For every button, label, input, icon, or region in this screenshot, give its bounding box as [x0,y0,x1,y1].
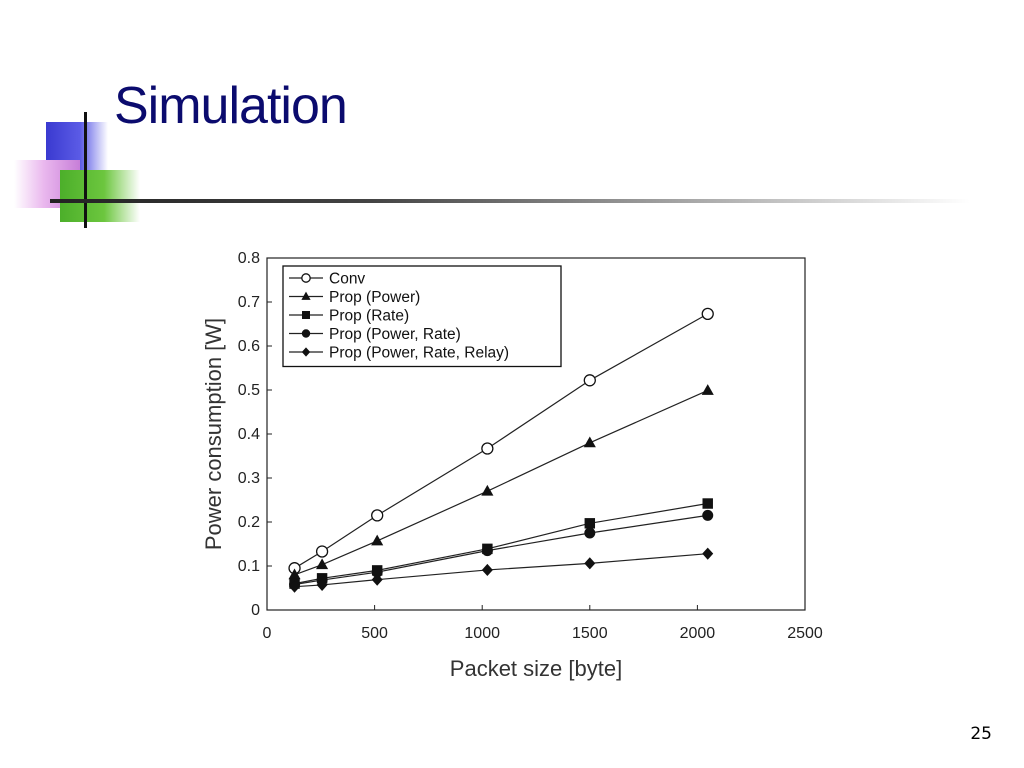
data-point [481,563,493,577]
y-tick-label: 0.4 [238,426,260,443]
data-point [371,534,384,546]
data-point [701,307,714,321]
x-tick-label: 2500 [787,625,823,642]
series-line [294,502,708,585]
data-point [289,580,301,593]
legend-entry: Prop (Power, Rate) [329,326,461,343]
x-tick-label: 500 [361,625,388,642]
data-point [583,436,596,448]
y-tick-label: 0.3 [238,470,260,487]
data-point [316,578,328,591]
y-tick-label: 0.5 [238,382,260,399]
data-point [315,545,329,558]
power-consumption-chart: 0 500 1000 1500 2000 2500 0 0.1 0.2 0.3 0.4 0.5 0.6 0… [201,250,823,681]
data-point [702,498,713,509]
series-line [294,389,708,576]
legend-marker [301,329,311,338]
x-tick-label: 2000 [680,625,716,642]
y-tick-label: 0 [251,602,260,619]
legend-marker [301,347,311,357]
slide-title: Simulation [114,77,348,135]
decor-vertical-line [84,112,87,228]
y-tick-label: 0.7 [238,294,260,311]
x-tick-label: 0 [263,625,272,642]
legend-entry: Prop (Power, Rate, Relay) [329,345,509,362]
legend-marker [301,273,311,283]
y-tick-label: 0.2 [238,514,260,531]
series-line [294,553,708,588]
legend-entry: Conv [329,271,365,288]
x-tick-label: 1500 [572,625,608,642]
y-tick-label: 0.6 [238,338,260,355]
data-point [481,545,493,557]
x-axis-title: Packet size [byte] [450,656,622,681]
decor-green-square [60,170,140,222]
legend-marker [301,291,311,300]
legend-entry: Prop (Power) [329,289,420,306]
data-point [371,566,383,578]
legend-entry: Prop (Rate) [329,308,409,325]
data-point [481,484,494,496]
data-point [584,557,596,570]
data-point [371,573,383,586]
data-point [584,518,596,529]
data-point [316,558,329,570]
data-point [701,384,714,395]
data-point [583,374,596,387]
page-number: 25 [970,724,992,744]
y-tick-label: 0.1 [238,558,260,575]
data-point [702,547,714,560]
data-point [481,442,494,455]
y-tick-label: 0.8 [238,250,260,267]
y-axis-title: Power consumption [W] [201,318,226,550]
x-tick-label: 1000 [464,625,500,642]
data-point [288,568,301,580]
title-underline [50,199,970,203]
legend-box [282,265,562,368]
legend-marker [302,311,310,319]
data-point [584,527,596,539]
data-point [371,509,384,522]
data-point [702,509,714,521]
